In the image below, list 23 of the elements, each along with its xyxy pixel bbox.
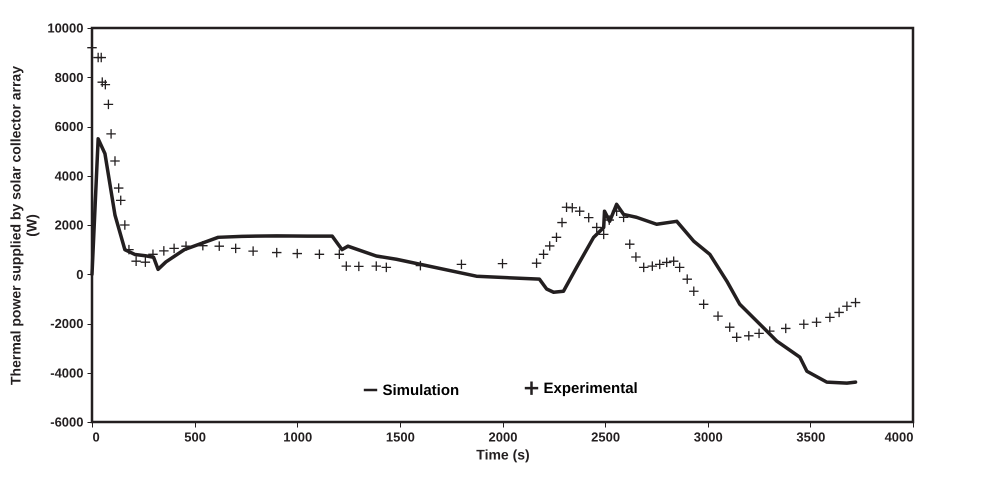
y-tick-label: -6000 bbox=[50, 414, 84, 430]
text: (W) bbox=[23, 214, 40, 237]
x-tick-label: 2000 bbox=[488, 430, 518, 444]
y-tick-label: -4000 bbox=[50, 365, 84, 380]
x-tick-label: 3000 bbox=[694, 430, 723, 444]
y-tick-label: 0 bbox=[76, 266, 84, 282]
x-tick-label: 1000 bbox=[283, 430, 312, 444]
x-tick-label: 500 bbox=[184, 430, 206, 444]
x-tick-label: 2500 bbox=[591, 430, 620, 444]
x-tick-label: 1500 bbox=[386, 430, 415, 444]
legend-label: Experimental bbox=[544, 380, 638, 398]
y-tick-label: -2000 bbox=[50, 316, 84, 331]
x-tick-label: 0 bbox=[92, 430, 100, 444]
y-tick-label: 10000 bbox=[47, 20, 84, 36]
y-tick-label: 4000 bbox=[54, 168, 84, 184]
x-tick-label: 4000 bbox=[884, 430, 914, 444]
x-tick-label: 3500 bbox=[796, 430, 826, 444]
y-tick-label: 2000 bbox=[54, 218, 84, 232]
y-tick-label: 8000 bbox=[54, 70, 84, 85]
x-axis-title: Time (s) bbox=[476, 446, 530, 462]
text: Thermal power supplied by solar collector array bbox=[7, 66, 24, 385]
legend-label: Simulation bbox=[382, 382, 460, 399]
y-tick-label: 6000 bbox=[54, 119, 84, 134]
